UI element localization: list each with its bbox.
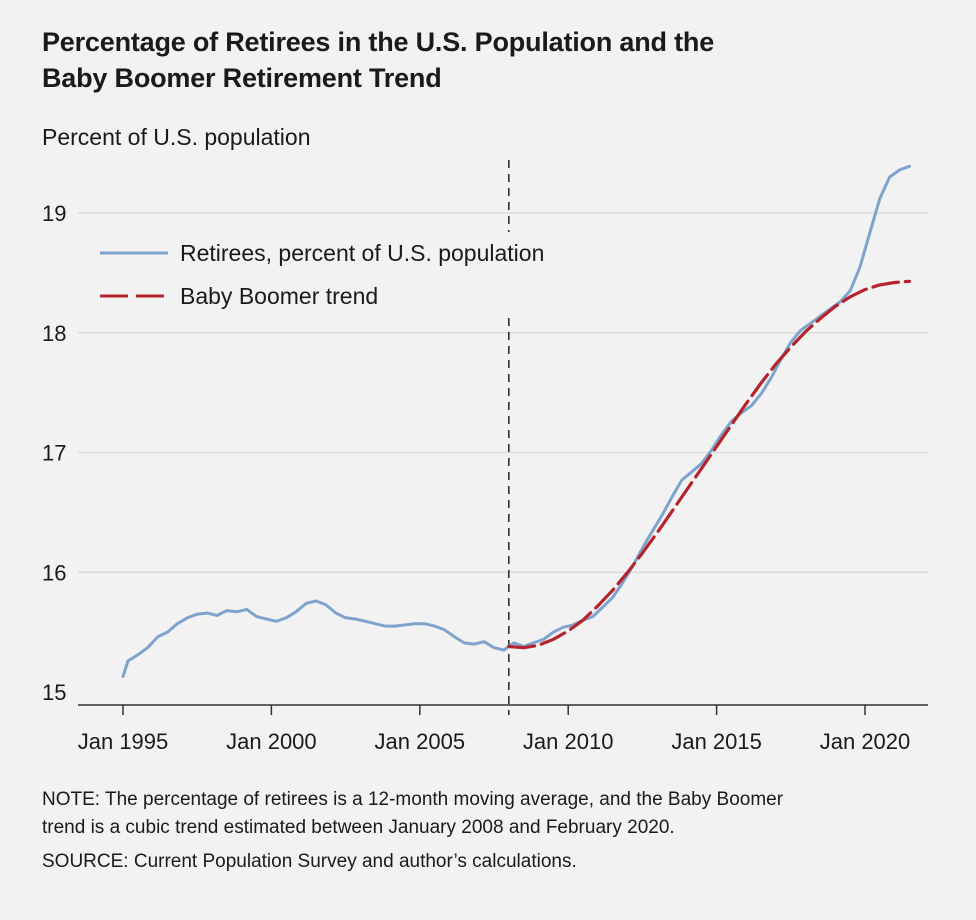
x-tick-label-2020: Jan 2020 — [820, 729, 911, 754]
y-tick-label-18: 18 — [42, 321, 66, 346]
chart-title: Percentage of Retirees in the U.S. Popul… — [42, 24, 942, 96]
series-line-retirees — [121, 164, 911, 678]
series-line-boomer-trend — [507, 279, 912, 650]
chart-title-line-2: Baby Boomer Retirement Trend — [42, 63, 442, 93]
y-tick-label-15: 15 — [42, 680, 66, 705]
line-chart: 15 16 17 18 19 Jan 1995 Jan 2000 Jan 2005 Jan 20… — [42, 160, 928, 754]
x-tick-label-2005: Jan 2005 — [375, 729, 466, 754]
chart-title-line-1: Percentage of Retirees in the U.S. Popul… — [42, 27, 715, 57]
source-line: SOURCE: Current Population Survey and au… — [42, 851, 577, 872]
note-line-1: NOTE: The percentage of retirees is a 12… — [42, 789, 784, 810]
x-tick-label-2010: Jan 2010 — [523, 729, 614, 754]
legend-label-retirees: Retirees, percent of U.S. population — [180, 240, 544, 266]
y-tick-label-16: 16 — [42, 560, 66, 585]
x-tick-label-2015: Jan 2015 — [671, 729, 762, 754]
legend-label-boomer-trend: Baby Boomer trend — [180, 283, 378, 309]
x-tick-label-1995: Jan 1995 — [78, 729, 169, 754]
y-tick-label-19: 19 — [42, 201, 66, 226]
y-axis-label: Percent of U.S. population — [42, 124, 311, 150]
chart-notes: NOTE: The percentage of retirees is a 12… — [42, 786, 942, 876]
y-tick-label-17: 17 — [42, 441, 66, 466]
x-tick-label-2000: Jan 2000 — [226, 729, 317, 754]
note-line-2: trend is a cubic trend estimated between… — [42, 817, 675, 838]
